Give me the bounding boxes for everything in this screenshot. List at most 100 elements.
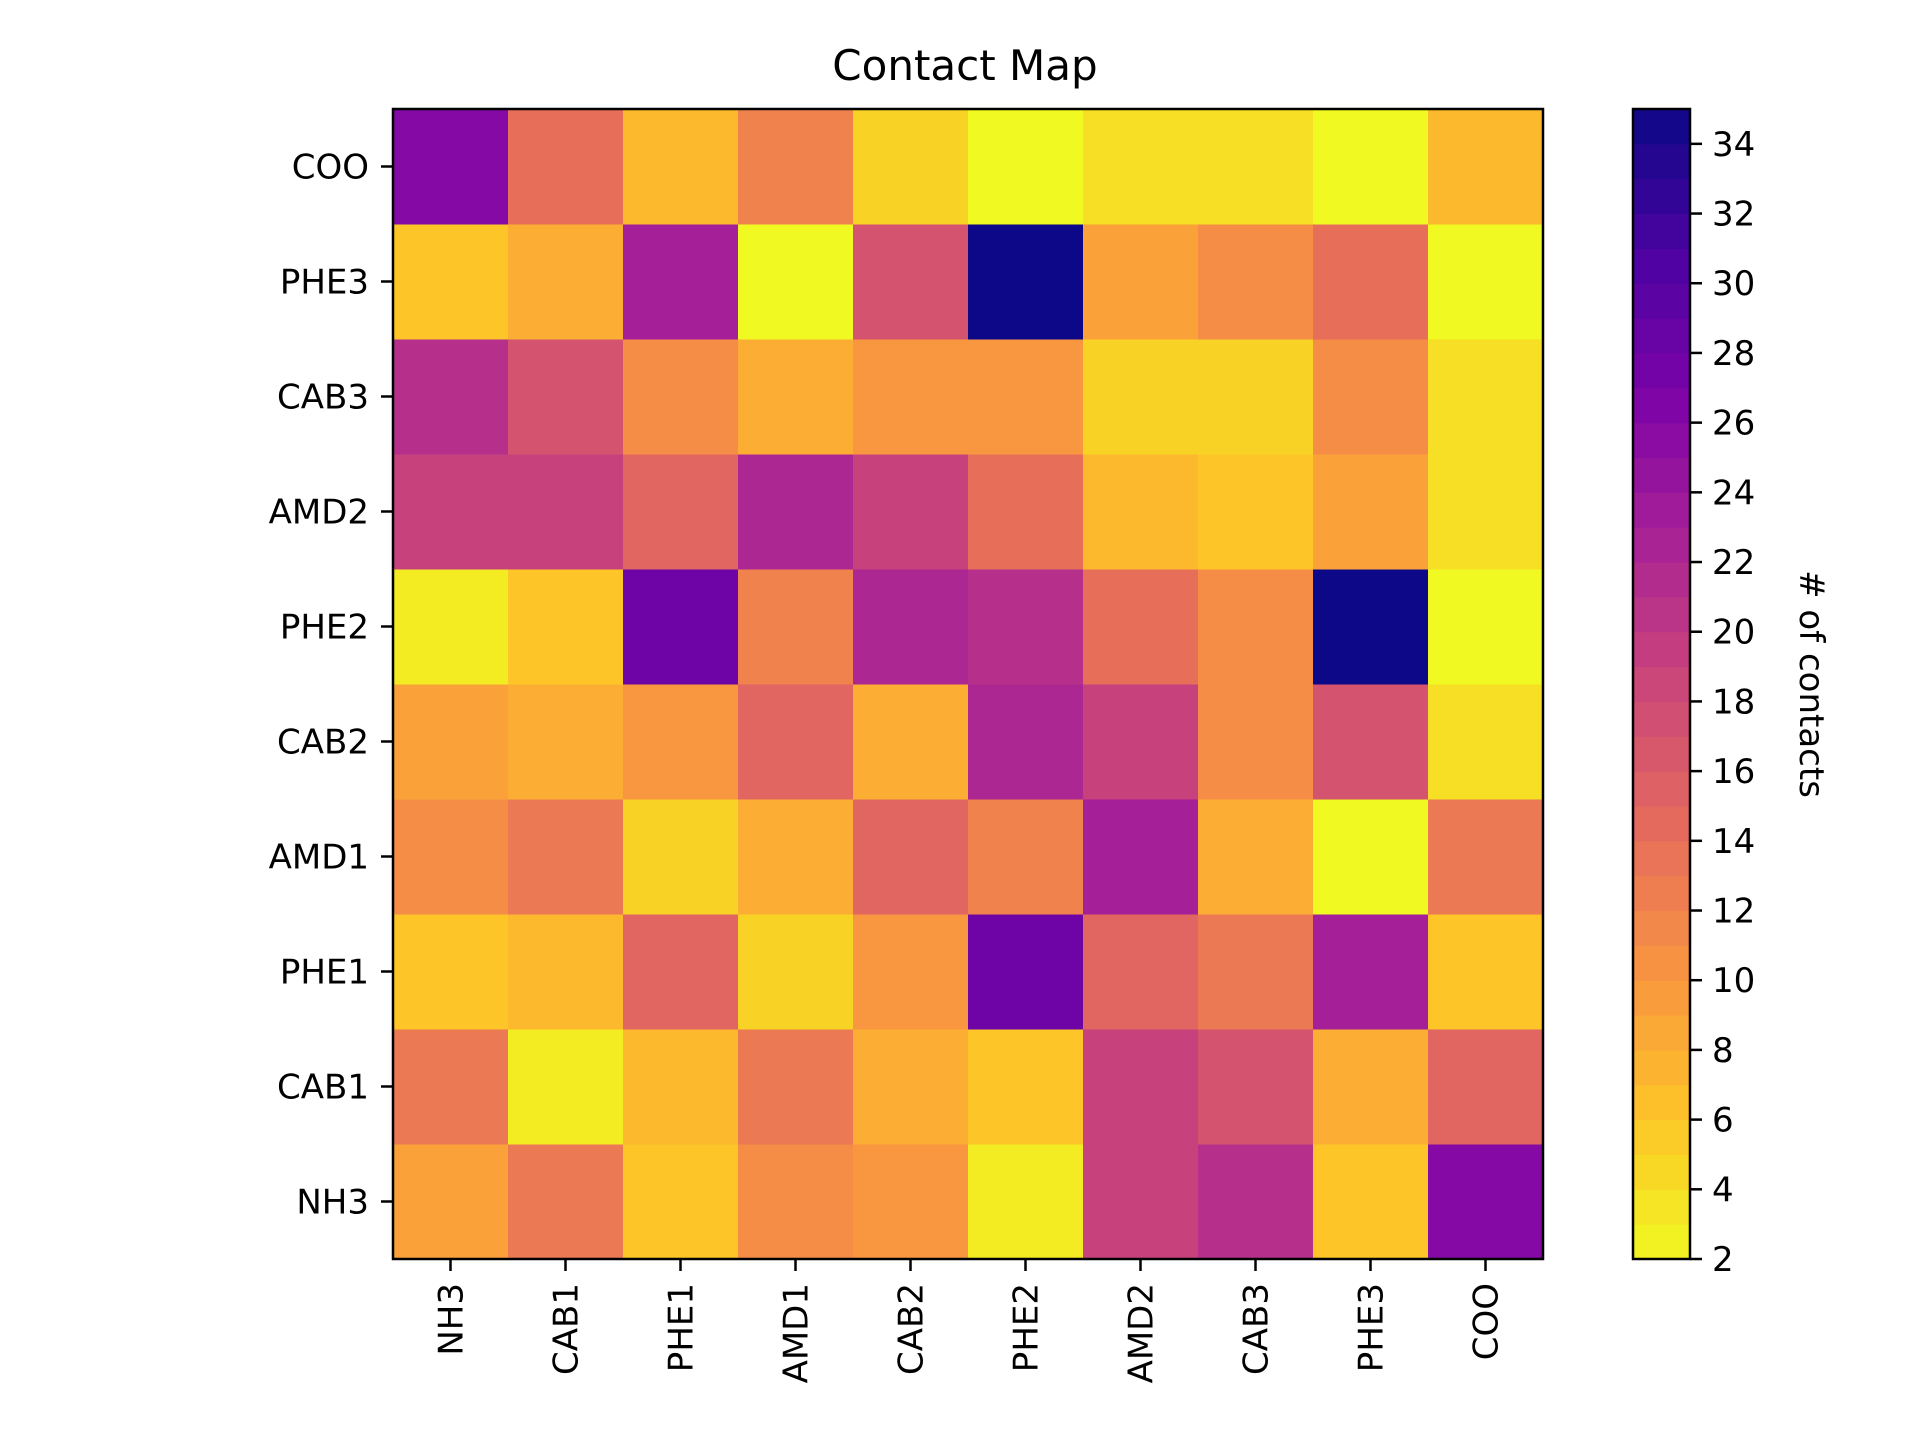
heatmap-cell bbox=[1198, 109, 1314, 225]
colorbar-band bbox=[1633, 1049, 1690, 1086]
heatmap-cell bbox=[393, 339, 509, 455]
x-tick-label: AMD2 bbox=[1122, 1283, 1162, 1383]
colorbar-tick-label: 10 bbox=[1712, 961, 1755, 1001]
heatmap-cell bbox=[1198, 1144, 1314, 1260]
colorbar-band bbox=[1633, 387, 1690, 424]
heatmap-cell bbox=[1313, 109, 1429, 225]
colorbar-band bbox=[1633, 1084, 1690, 1121]
heatmap-cell bbox=[623, 109, 739, 225]
heatmap-cell bbox=[1198, 684, 1314, 800]
colorbar-band bbox=[1633, 1154, 1690, 1190]
heatmap-cell bbox=[508, 1029, 624, 1145]
heatmap-cell bbox=[1083, 1029, 1199, 1145]
x-tick-label: CAB2 bbox=[892, 1283, 932, 1375]
colorbar-band bbox=[1633, 248, 1690, 284]
heatmap-cell bbox=[1313, 799, 1429, 915]
colorbar-band bbox=[1633, 492, 1690, 528]
heatmap-cell bbox=[1083, 914, 1199, 1030]
colorbar-band bbox=[1633, 318, 1690, 354]
heatmap-cell bbox=[1428, 224, 1544, 340]
colorbar-band bbox=[1633, 527, 1690, 563]
heatmap-cell bbox=[1083, 339, 1199, 455]
heatmap-cell bbox=[1198, 1029, 1314, 1145]
heatmap-cell bbox=[393, 1029, 509, 1145]
y-tick-label: NH3 bbox=[296, 1183, 369, 1223]
y-tick-label: AMD2 bbox=[269, 493, 369, 533]
colorbar-band bbox=[1633, 596, 1690, 633]
y-tick-label: AMD1 bbox=[269, 838, 369, 878]
colorbar-band bbox=[1633, 213, 1690, 249]
colorbar-label: # of contacts bbox=[1791, 570, 1831, 798]
colorbar-band bbox=[1633, 143, 1690, 180]
heatmap-cell bbox=[968, 109, 1084, 225]
heatmap-cell bbox=[968, 799, 1084, 915]
colorbar-band bbox=[1633, 109, 1690, 145]
colorbar-band bbox=[1633, 771, 1690, 807]
heatmap-cell bbox=[1198, 454, 1314, 570]
heatmap-cell bbox=[623, 684, 739, 800]
x-tick-label: NH3 bbox=[432, 1283, 472, 1356]
colorbar-band bbox=[1633, 945, 1690, 981]
colorbar-band bbox=[1633, 840, 1690, 877]
heatmap-cell bbox=[738, 914, 854, 1030]
heatmap-cell bbox=[853, 799, 969, 915]
x-tick-label: AMD1 bbox=[777, 1283, 817, 1383]
colorbar-band bbox=[1633, 1119, 1690, 1155]
colorbar-band bbox=[1633, 701, 1690, 737]
colorbar-tick-label: 16 bbox=[1712, 752, 1755, 792]
heatmap-cell bbox=[393, 914, 509, 1030]
heatmap-cell bbox=[853, 454, 969, 570]
heatmap-cell bbox=[853, 1144, 969, 1260]
colorbar-band bbox=[1633, 562, 1690, 598]
colorbar-tick-label: 12 bbox=[1712, 892, 1755, 932]
heatmap-cell bbox=[1428, 684, 1544, 800]
heatmap-cell bbox=[1313, 1029, 1429, 1145]
heatmap-cell bbox=[853, 569, 969, 685]
heatmap-cell bbox=[508, 684, 624, 800]
heatmap-cell bbox=[738, 569, 854, 685]
heatmap-cell bbox=[393, 684, 509, 800]
heatmap-cell bbox=[1198, 339, 1314, 455]
heatmap-cell bbox=[1428, 569, 1544, 685]
heatmap-cell bbox=[623, 569, 739, 685]
colorbar-tick-label: 22 bbox=[1712, 543, 1755, 583]
heatmap-cell bbox=[1313, 684, 1429, 800]
heatmap-cell bbox=[623, 914, 739, 1030]
colorbar-band bbox=[1633, 875, 1690, 912]
colorbar-band bbox=[1633, 178, 1690, 215]
colorbar-band bbox=[1633, 631, 1690, 668]
colorbar-frame bbox=[1631, 107, 1692, 1261]
heatmap-cell bbox=[1428, 914, 1544, 1030]
heatmap-cell bbox=[393, 1144, 509, 1260]
heatmap-cell bbox=[738, 224, 854, 340]
heatmap-cell bbox=[1083, 224, 1199, 340]
y-tick-label: COO bbox=[292, 148, 369, 188]
x-tick-label: CAB3 bbox=[1237, 1283, 1277, 1375]
heatmap-cell bbox=[1083, 684, 1199, 800]
heatmap-cell bbox=[968, 339, 1084, 455]
colorbar-band bbox=[1633, 980, 1690, 1016]
heatmap-cell bbox=[1428, 799, 1544, 915]
heatmap-cell bbox=[968, 454, 1084, 570]
heatmap-cell bbox=[508, 454, 624, 570]
heatmap-cell bbox=[1083, 569, 1199, 685]
heatmap-cell bbox=[393, 454, 509, 570]
heatmap-cell bbox=[1313, 914, 1429, 1030]
x-axis: NH3 CAB1 PHE1 AMD1 CAB2 PHE2 AMD2 CAB3 PHE3 COO bbox=[432, 1259, 1507, 1383]
heatmap-cell bbox=[1083, 1144, 1199, 1260]
colorbar-band bbox=[1633, 1189, 1690, 1225]
heatmap-cell bbox=[508, 569, 624, 685]
heatmap-cell bbox=[1428, 109, 1544, 225]
heatmap-cell bbox=[1428, 339, 1544, 455]
heatmap-cell bbox=[393, 224, 509, 340]
colorbar-tick-label: 26 bbox=[1712, 404, 1755, 444]
colorbar-tick-label: 32 bbox=[1712, 195, 1755, 235]
colorbar-tick-label: 34 bbox=[1712, 125, 1755, 165]
heatmap-cell bbox=[853, 339, 969, 455]
heatmap-cell bbox=[393, 109, 509, 225]
heatmap-cell bbox=[738, 1029, 854, 1145]
heatmap-cell bbox=[1198, 799, 1314, 915]
heatmap-cell bbox=[623, 224, 739, 340]
colorbar-band bbox=[1633, 1224, 1690, 1260]
